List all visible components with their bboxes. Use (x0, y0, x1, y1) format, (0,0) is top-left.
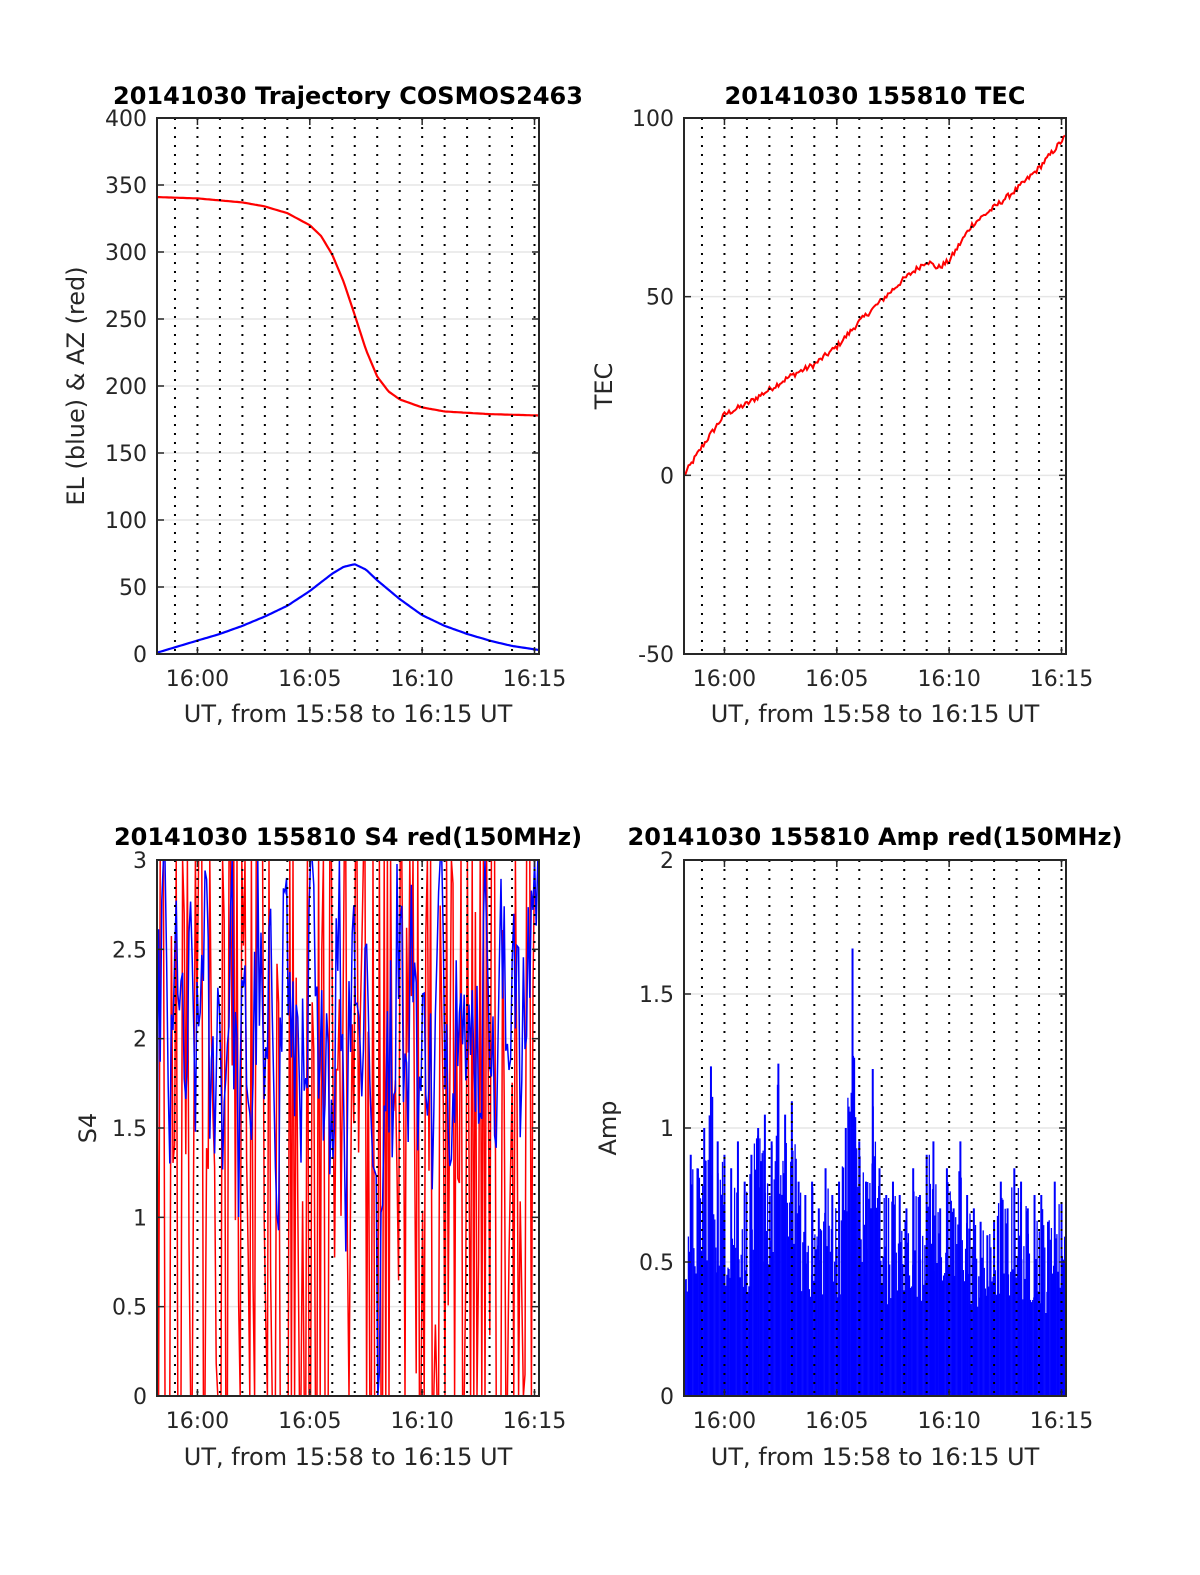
y-tick-label: 350 (105, 174, 147, 199)
y-tick-label: 300 (105, 241, 147, 266)
y-tick-label: 1 (660, 1117, 674, 1142)
y-tick-label: 2.5 (112, 938, 147, 963)
series-amp-bars (683, 948, 1067, 1396)
y-tick-label: 2 (660, 849, 674, 874)
x-tick-label: 16:15 (1030, 667, 1093, 692)
y-tick-label: 3 (133, 849, 147, 874)
chart-title: 20141030 155810 TEC (725, 82, 1026, 110)
y-tick-label: 150 (105, 442, 147, 467)
x-axis-label: UT, from 15:58 to 16:15 UT (711, 1443, 1040, 1471)
series-line-red (683, 134, 1066, 476)
x-axis-label: UT, from 15:58 to 16:15 UT (711, 700, 1040, 728)
y-tick-label: 400 (105, 107, 147, 132)
y-tick-label: 1 (133, 1206, 147, 1231)
y-tick-label: 0 (660, 464, 674, 489)
y-axis-label: TEC (590, 363, 618, 411)
y-tick-label: 0.5 (639, 1251, 674, 1276)
x-tick-label: 16:15 (503, 1409, 566, 1434)
x-tick-label: 16:05 (805, 667, 868, 692)
chart-title: 20141030 155810 S4 red(150MHz) (114, 823, 582, 851)
y-tick-label: 100 (632, 107, 674, 132)
x-tick-label: 16:00 (166, 1409, 229, 1434)
y-tick-label: 1.5 (112, 1117, 147, 1142)
chart-s4: 20141030 155810 S4 red(150MHz) 16:00 16:0… (74, 823, 582, 1471)
x-tick-label: 16:05 (805, 1409, 868, 1434)
x-axis-label: UT, from 15:58 to 16:15 UT (184, 700, 513, 728)
x-tick-label: 16:10 (917, 667, 980, 692)
y-tick-label: 0.5 (112, 1296, 147, 1321)
x-tick-label: 16:00 (693, 667, 756, 692)
chart-tec: 20141030 155810 TEC 16:00 16:05 16:10 16:15… (590, 82, 1093, 728)
chart-trajectory: 20141030 Trajectory COSMOS2463 16:00 16:0… (62, 82, 583, 728)
chart-title: 20141030 Trajectory COSMOS2463 (113, 82, 583, 110)
series-line-blue (156, 859, 539, 1397)
x-tick-label: 16:10 (390, 1409, 453, 1434)
y-axis-label: S4 (74, 1113, 102, 1144)
x-tick-label: 16:15 (1030, 1409, 1093, 1434)
y-tick-label: 2 (133, 1028, 147, 1053)
x-tick-label: 16:00 (693, 1409, 756, 1434)
axes-box (683, 117, 1067, 655)
x-tick-label: 16:15 (503, 667, 566, 692)
chart-title: 20141030 155810 Amp red(150MHz) (628, 823, 1123, 851)
x-tick-label: 16:00 (166, 667, 229, 692)
y-tick-label: 0 (133, 1385, 147, 1410)
y-tick-label: -50 (638, 643, 674, 668)
y-tick-label: 250 (105, 308, 147, 333)
chart-amp: 20141030 155810 Amp red(150MHz) 16:00 16:… (594, 823, 1122, 1471)
y-axis-label: Amp (594, 1100, 622, 1155)
x-axis-label: UT, from 15:58 to 16:15 UT (184, 1443, 513, 1471)
y-tick-label: 50 (646, 286, 674, 311)
y-tick-label: 0 (133, 643, 147, 668)
y-tick-label: 200 (105, 375, 147, 400)
y-tick-label: 100 (105, 509, 147, 534)
x-tick-label: 16:05 (278, 667, 341, 692)
x-tick-label: 16:10 (917, 1409, 980, 1434)
y-tick-label: 0 (660, 1385, 674, 1410)
y-axis-label: EL (blue) & AZ (red) (62, 266, 90, 505)
series-line-blue (156, 563, 540, 654)
y-tick-label: 50 (119, 576, 147, 601)
y-tick-label: 1.5 (639, 983, 674, 1008)
x-tick-label: 16:05 (278, 1409, 341, 1434)
x-tick-label: 16:10 (390, 667, 453, 692)
